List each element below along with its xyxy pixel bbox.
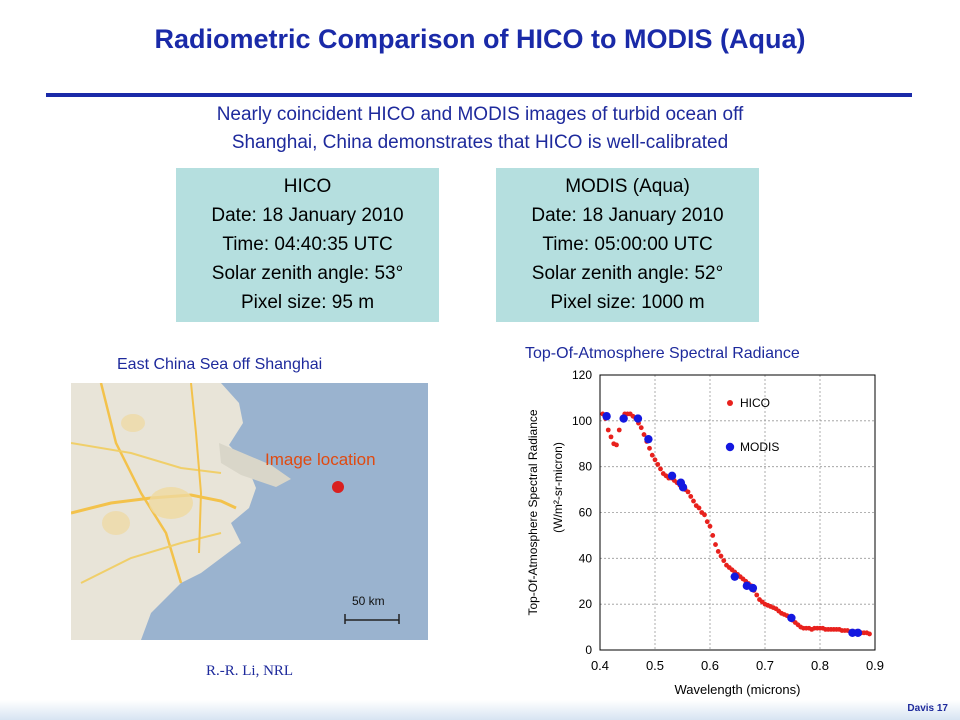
hico-point <box>614 442 619 448</box>
hico-zenith: Solar zenith angle: 53° <box>211 263 404 284</box>
y-tick-label: 120 <box>572 368 592 382</box>
hico-point <box>704 519 710 525</box>
radiance-chart: HICO MODIS 0 20 40 60 80 100 120 0.4 0.5 0.6 0.7 0.8… <box>526 368 884 697</box>
modis-date: Date: 18 January 2010 <box>531 205 724 226</box>
y-tick-label: 80 <box>579 460 593 474</box>
hico-point <box>688 494 694 499</box>
x-tick-label: 0.8 <box>811 658 829 673</box>
hico-info-box: HICO Date: 18 January 2010 Time: 04:40:3… <box>176 168 439 322</box>
y-tick-label: 60 <box>579 506 593 520</box>
hico-point <box>691 498 696 504</box>
x-axis-label: Wavelength (microns) <box>675 682 801 697</box>
hico-point <box>867 631 872 637</box>
y-tick-label: 0 <box>585 643 592 657</box>
hico-point <box>713 542 718 547</box>
modis-point <box>787 613 796 623</box>
modis-point <box>633 414 643 423</box>
hico-point <box>605 427 611 433</box>
subtitle-line-2: Shanghai, China demonstrates that HICO i… <box>231 132 729 153</box>
hico-time: Time: 04:40:35 UTC <box>222 234 393 255</box>
modis-name: MODIS (Aqua) <box>565 176 690 197</box>
hico-point <box>638 425 644 431</box>
hico-point <box>655 461 661 467</box>
legend-modis-label: MODIS <box>740 440 779 454</box>
modis-point <box>644 434 653 444</box>
hico-point <box>754 592 760 598</box>
map-credit: R.-R. Li, NRL <box>206 663 294 679</box>
modis-info-box: MODIS (Aqua) Date: 18 January 2010 Time:… <box>496 168 759 322</box>
hico-point <box>685 489 691 495</box>
hico-point <box>710 533 716 538</box>
hico-point <box>647 445 652 451</box>
x-tick-label: 0.7 <box>756 658 774 673</box>
modis-time: Time: 05:00:00 UTC <box>542 234 713 255</box>
footer-credit: Davis 17 <box>907 703 948 714</box>
modis-point <box>748 583 758 593</box>
y-tick-label: 100 <box>572 414 592 428</box>
legend-modis-marker <box>725 442 735 452</box>
x-tick-label: 0.6 <box>701 658 719 673</box>
hico-point <box>616 427 622 433</box>
plot-frame <box>599 374 876 651</box>
image-location-label: Image location <box>265 450 376 469</box>
shanghai-map: Image location 50 km <box>71 383 433 640</box>
hico-series <box>600 411 872 637</box>
modis-series <box>602 412 863 638</box>
modis-point <box>602 412 611 421</box>
hico-point <box>696 505 702 511</box>
hico-point <box>608 434 614 440</box>
modis-zenith: Solar zenith angle: 52° <box>531 263 724 284</box>
modis-point <box>853 628 863 638</box>
hico-pixel: Pixel size: 95 m <box>240 292 375 313</box>
hico-date: Date: 18 January 2010 <box>211 205 404 226</box>
x-tick-label: 0.4 <box>591 658 609 673</box>
map-caption: East China Sea off Shanghai <box>117 356 323 373</box>
modis-point <box>667 471 677 481</box>
hico-point <box>641 432 647 437</box>
hico-point <box>715 549 721 554</box>
chart-legend: HICO MODIS <box>725 396 779 454</box>
title-divider <box>46 93 912 97</box>
hico-point <box>707 523 713 529</box>
scale-bar-label: 50 km <box>352 594 385 608</box>
x-tick-label: 0.5 <box>646 658 664 673</box>
y-tick-label: 40 <box>579 551 593 565</box>
y-tick-label: 20 <box>579 597 593 611</box>
hico-point <box>649 452 655 458</box>
legend-hico-label: HICO <box>740 396 770 410</box>
hico-point <box>721 558 727 564</box>
map-graphic <box>71 383 433 640</box>
legend-hico-marker <box>727 400 733 406</box>
hico-point <box>718 553 724 559</box>
modis-point <box>678 483 688 492</box>
hico-point <box>652 457 658 463</box>
subtitle-line-1: Nearly coincident HICO and MODIS images … <box>216 104 744 125</box>
hico-point <box>658 466 663 472</box>
footer-bar <box>0 700 960 720</box>
chart-caption: Top-Of-Atmosphere Spectral Radiance <box>525 345 800 362</box>
y-axis-label: Top-Of-Atmosphere Spectral Radiance <box>526 409 540 615</box>
modis-point <box>730 572 739 581</box>
chart-labels: 0 20 40 60 80 100 120 0.4 0.5 0.6 0.7 0.8 0.9 Wavelen… <box>526 368 884 697</box>
chart-axes <box>599 374 876 651</box>
slide-title: Radiometric Comparison of HICO to MODIS … <box>154 24 806 54</box>
hico-name: HICO <box>283 176 332 197</box>
hico-point <box>702 512 707 518</box>
slide-subtitle: Nearly coincident HICO and MODIS images … <box>90 101 870 157</box>
modis-point <box>619 414 628 423</box>
x-tick-label: 0.9 <box>866 658 884 673</box>
y-axis-units: (W/m²-sr-micron) <box>551 442 565 533</box>
modis-pixel: Pixel size: 1000 m <box>550 292 705 313</box>
